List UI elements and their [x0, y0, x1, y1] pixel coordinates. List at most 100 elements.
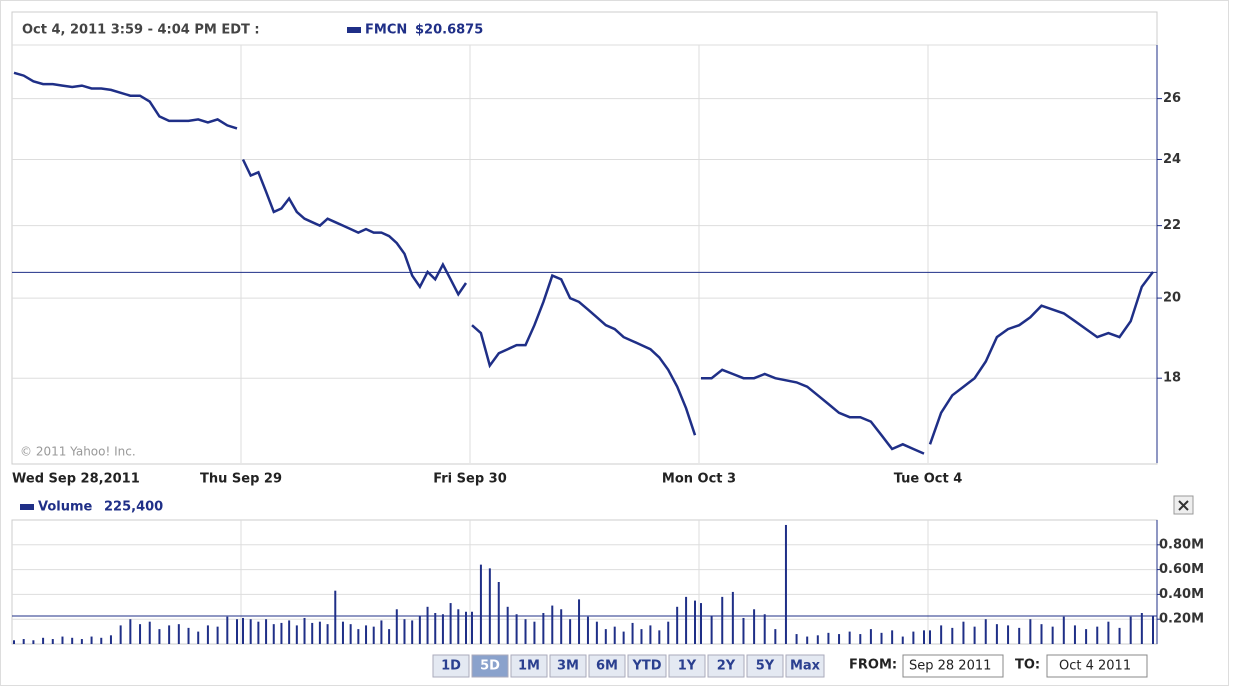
legend-value: $20.6875 — [415, 23, 483, 38]
volume-bar — [1140, 613, 1143, 644]
to-value[interactable]: Oct 4 2011 — [1059, 659, 1131, 674]
volume-bar — [795, 634, 798, 644]
volume-bar — [434, 613, 437, 644]
volume-bar — [667, 621, 670, 644]
volume-bar — [288, 620, 291, 644]
range-button-label[interactable]: 5Y — [756, 659, 775, 674]
volume-bar — [774, 629, 777, 644]
range-button-label[interactable]: 1M — [518, 659, 540, 674]
range-button[interactable] — [471, 654, 509, 678]
volume-bar — [515, 614, 518, 644]
volume-bar — [129, 619, 132, 644]
range-button-label[interactable]: 1D — [441, 659, 461, 674]
volume-bar — [479, 564, 482, 644]
volume-bar — [578, 599, 581, 644]
x-tick-label: Mon Oct 3 — [662, 472, 736, 487]
volume-bar — [206, 625, 209, 644]
range-button-label[interactable]: 2Y — [717, 659, 736, 674]
volume-bar — [90, 636, 93, 644]
volume-bar — [426, 606, 429, 644]
price-line — [928, 271, 1154, 445]
legend-swatch — [347, 27, 361, 33]
volume-bar — [631, 622, 634, 644]
volume-bar — [551, 605, 554, 644]
volume-bar — [303, 617, 306, 644]
volume-bar — [311, 622, 314, 644]
volume-bar — [51, 639, 54, 644]
volume-bar — [880, 632, 883, 644]
chart-title: Oct 4, 2011 3:59 - 4:04 PM EDT : — [22, 23, 260, 38]
close-button[interactable] — [1173, 495, 1194, 515]
volume-bar — [32, 640, 35, 644]
y-tick-label: 0.40M — [1159, 587, 1204, 602]
price-panel — [11, 11, 1158, 465]
volume-bar — [388, 629, 391, 644]
legend-name: Volume — [38, 500, 93, 515]
volume-bar — [848, 631, 851, 644]
y-tick-label: 0.80M — [1159, 537, 1204, 552]
price-line — [241, 158, 468, 297]
range-button[interactable] — [627, 654, 667, 678]
volume-bar — [613, 626, 616, 644]
volume-bar — [326, 624, 329, 644]
volume-bar — [272, 624, 275, 644]
y-tick-label: 24 — [1163, 152, 1181, 167]
from-input[interactable] — [902, 654, 1004, 678]
legend-value: 225,400 — [104, 500, 163, 515]
volume-bar — [242, 617, 244, 644]
volume-bar — [465, 611, 467, 644]
range-button[interactable] — [588, 654, 626, 678]
volume-bar — [1152, 615, 1154, 644]
range-button-label[interactable]: 6M — [596, 659, 618, 674]
x-tick-label: Fri Sep 30 — [433, 472, 507, 487]
volume-bar — [506, 606, 509, 644]
range-button-label[interactable]: 1Y — [678, 659, 697, 674]
volume-bar — [80, 639, 83, 644]
x-tick-label: Thu Sep 29 — [200, 472, 282, 487]
volume-bar — [1073, 625, 1076, 644]
volume-bar — [1107, 621, 1110, 644]
range-button-label[interactable]: 5D — [480, 659, 500, 674]
volume-bar — [595, 621, 598, 644]
volume-bar — [912, 631, 915, 644]
volume-bar — [700, 603, 702, 644]
volume-bar — [649, 625, 652, 644]
volume-bar — [236, 619, 238, 644]
to-label: TO: — [1015, 658, 1040, 673]
range-button[interactable] — [785, 654, 825, 678]
to-input[interactable] — [1046, 654, 1148, 678]
y-tick-label: 26 — [1163, 91, 1181, 106]
range-button[interactable] — [707, 654, 745, 678]
volume-bar — [891, 630, 894, 644]
legend-name: FMCN — [365, 23, 407, 38]
range-button-label[interactable]: 3M — [557, 659, 579, 674]
range-button[interactable] — [510, 654, 548, 678]
volume-panel — [11, 519, 1158, 645]
range-button[interactable] — [668, 654, 706, 678]
range-button[interactable] — [432, 654, 470, 678]
volume-bar — [148, 621, 151, 644]
volume-bar — [806, 636, 809, 644]
close-icon[interactable] — [1178, 500, 1189, 511]
volume-bar — [13, 640, 15, 644]
volume-bar — [742, 617, 745, 644]
volume-bar — [265, 619, 268, 644]
range-button[interactable] — [746, 654, 784, 678]
range-button-label[interactable]: Max — [790, 659, 821, 674]
volume-bar — [457, 609, 460, 644]
volume-bar — [100, 637, 103, 644]
range-button-label[interactable]: YTD — [631, 659, 661, 674]
volume-bar — [334, 590, 337, 644]
volume-bar — [721, 596, 724, 644]
volume-bar — [187, 627, 190, 644]
volume-bar — [1096, 626, 1099, 644]
volume-bar — [365, 625, 368, 644]
legend-swatch — [20, 504, 34, 510]
volume-bar — [995, 624, 998, 644]
from-value[interactable]: Sep 28 2011 — [909, 659, 991, 674]
range-button[interactable] — [549, 654, 587, 678]
volume-bar — [658, 630, 661, 644]
volume-bar — [763, 614, 766, 644]
volume-bar — [403, 619, 406, 644]
